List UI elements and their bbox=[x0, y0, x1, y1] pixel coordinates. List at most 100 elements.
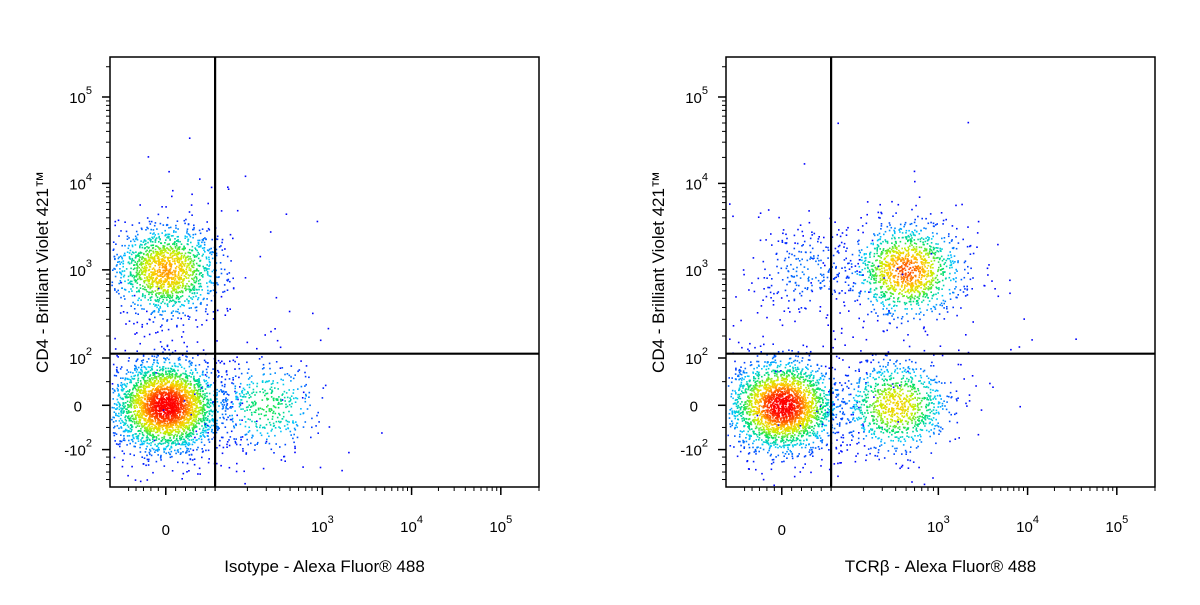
event-point bbox=[215, 431, 218, 434]
event-point bbox=[159, 390, 161, 393]
event-point bbox=[191, 459, 194, 461]
event-point bbox=[156, 417, 158, 419]
event-point bbox=[114, 258, 116, 261]
event-point bbox=[147, 429, 149, 432]
event-point bbox=[169, 434, 171, 437]
event-point bbox=[191, 284, 194, 286]
event-point bbox=[215, 252, 218, 255]
event-point bbox=[178, 312, 181, 315]
event-point bbox=[202, 265, 204, 268]
event-point bbox=[188, 318, 190, 320]
event-point bbox=[191, 271, 194, 273]
event-point bbox=[167, 276, 170, 278]
event-point bbox=[319, 339, 322, 342]
population-0 bbox=[111, 137, 330, 445]
event-point bbox=[144, 389, 146, 392]
event-point bbox=[300, 360, 302, 362]
event-point bbox=[192, 260, 195, 263]
event-point bbox=[169, 401, 171, 403]
event-point bbox=[149, 287, 151, 290]
event-point bbox=[175, 452, 177, 455]
event-point bbox=[196, 433, 198, 435]
event-point bbox=[221, 384, 224, 387]
event-point bbox=[163, 431, 166, 433]
event-point bbox=[167, 275, 170, 277]
event-point bbox=[134, 267, 136, 270]
event-point bbox=[130, 380, 132, 382]
event-point bbox=[174, 417, 177, 419]
event-point bbox=[200, 419, 202, 422]
event-point bbox=[175, 419, 178, 422]
event-point bbox=[165, 367, 167, 370]
event-point bbox=[187, 444, 190, 447]
event-point bbox=[249, 409, 251, 411]
event-point bbox=[167, 288, 169, 291]
event-point bbox=[154, 248, 157, 251]
event-point bbox=[185, 393, 187, 396]
event-point bbox=[114, 268, 116, 270]
event-point bbox=[185, 370, 187, 372]
event-point bbox=[140, 227, 143, 230]
event-point bbox=[228, 272, 231, 274]
event-point bbox=[147, 254, 149, 256]
event-point bbox=[189, 268, 192, 270]
event-point bbox=[157, 251, 160, 254]
event-point bbox=[248, 404, 251, 406]
event-point bbox=[193, 379, 196, 382]
event-point bbox=[195, 392, 198, 394]
event-point bbox=[295, 423, 298, 426]
event-point bbox=[293, 433, 295, 436]
event-point bbox=[178, 291, 181, 293]
event-point bbox=[129, 396, 132, 399]
event-point bbox=[160, 454, 162, 457]
event-point bbox=[150, 442, 152, 444]
event-point bbox=[172, 310, 175, 312]
event-point bbox=[199, 384, 202, 386]
event-point bbox=[138, 297, 140, 300]
event-point bbox=[116, 354, 118, 357]
event-point bbox=[197, 270, 200, 272]
event-point bbox=[151, 433, 154, 436]
event-point bbox=[133, 264, 136, 266]
event-point bbox=[244, 175, 247, 178]
event-point bbox=[187, 238, 189, 241]
event-point bbox=[154, 254, 157, 257]
event-point bbox=[171, 441, 174, 444]
event-point bbox=[265, 440, 268, 443]
event-point bbox=[153, 373, 156, 375]
event-point bbox=[180, 404, 182, 407]
event-point bbox=[160, 407, 163, 409]
event-point bbox=[121, 387, 123, 389]
event-point bbox=[178, 402, 180, 405]
event-point bbox=[207, 432, 209, 434]
event-point bbox=[157, 393, 159, 396]
event-point bbox=[308, 376, 310, 379]
event-point bbox=[183, 304, 185, 307]
event-point bbox=[175, 280, 178, 283]
event-point bbox=[125, 391, 128, 393]
event-point bbox=[132, 378, 135, 380]
event-point bbox=[172, 283, 174, 286]
event-point bbox=[135, 414, 138, 417]
event-point bbox=[168, 390, 170, 392]
event-point bbox=[199, 409, 202, 412]
event-point bbox=[113, 434, 116, 437]
event-point bbox=[124, 289, 127, 291]
event-point bbox=[161, 264, 163, 266]
event-point bbox=[174, 245, 177, 248]
event-point bbox=[163, 252, 165, 254]
event-point bbox=[175, 388, 178, 390]
event-point bbox=[184, 405, 187, 407]
event-point bbox=[165, 446, 168, 448]
event-point bbox=[160, 278, 162, 280]
event-point bbox=[184, 237, 186, 239]
event-point bbox=[151, 425, 153, 428]
event-point bbox=[239, 402, 242, 405]
event-point bbox=[125, 323, 127, 325]
event-point bbox=[197, 386, 200, 388]
event-point bbox=[209, 290, 212, 293]
event-point bbox=[156, 372, 159, 374]
event-point bbox=[145, 409, 148, 411]
event-point bbox=[178, 425, 180, 428]
event-point bbox=[302, 426, 305, 428]
